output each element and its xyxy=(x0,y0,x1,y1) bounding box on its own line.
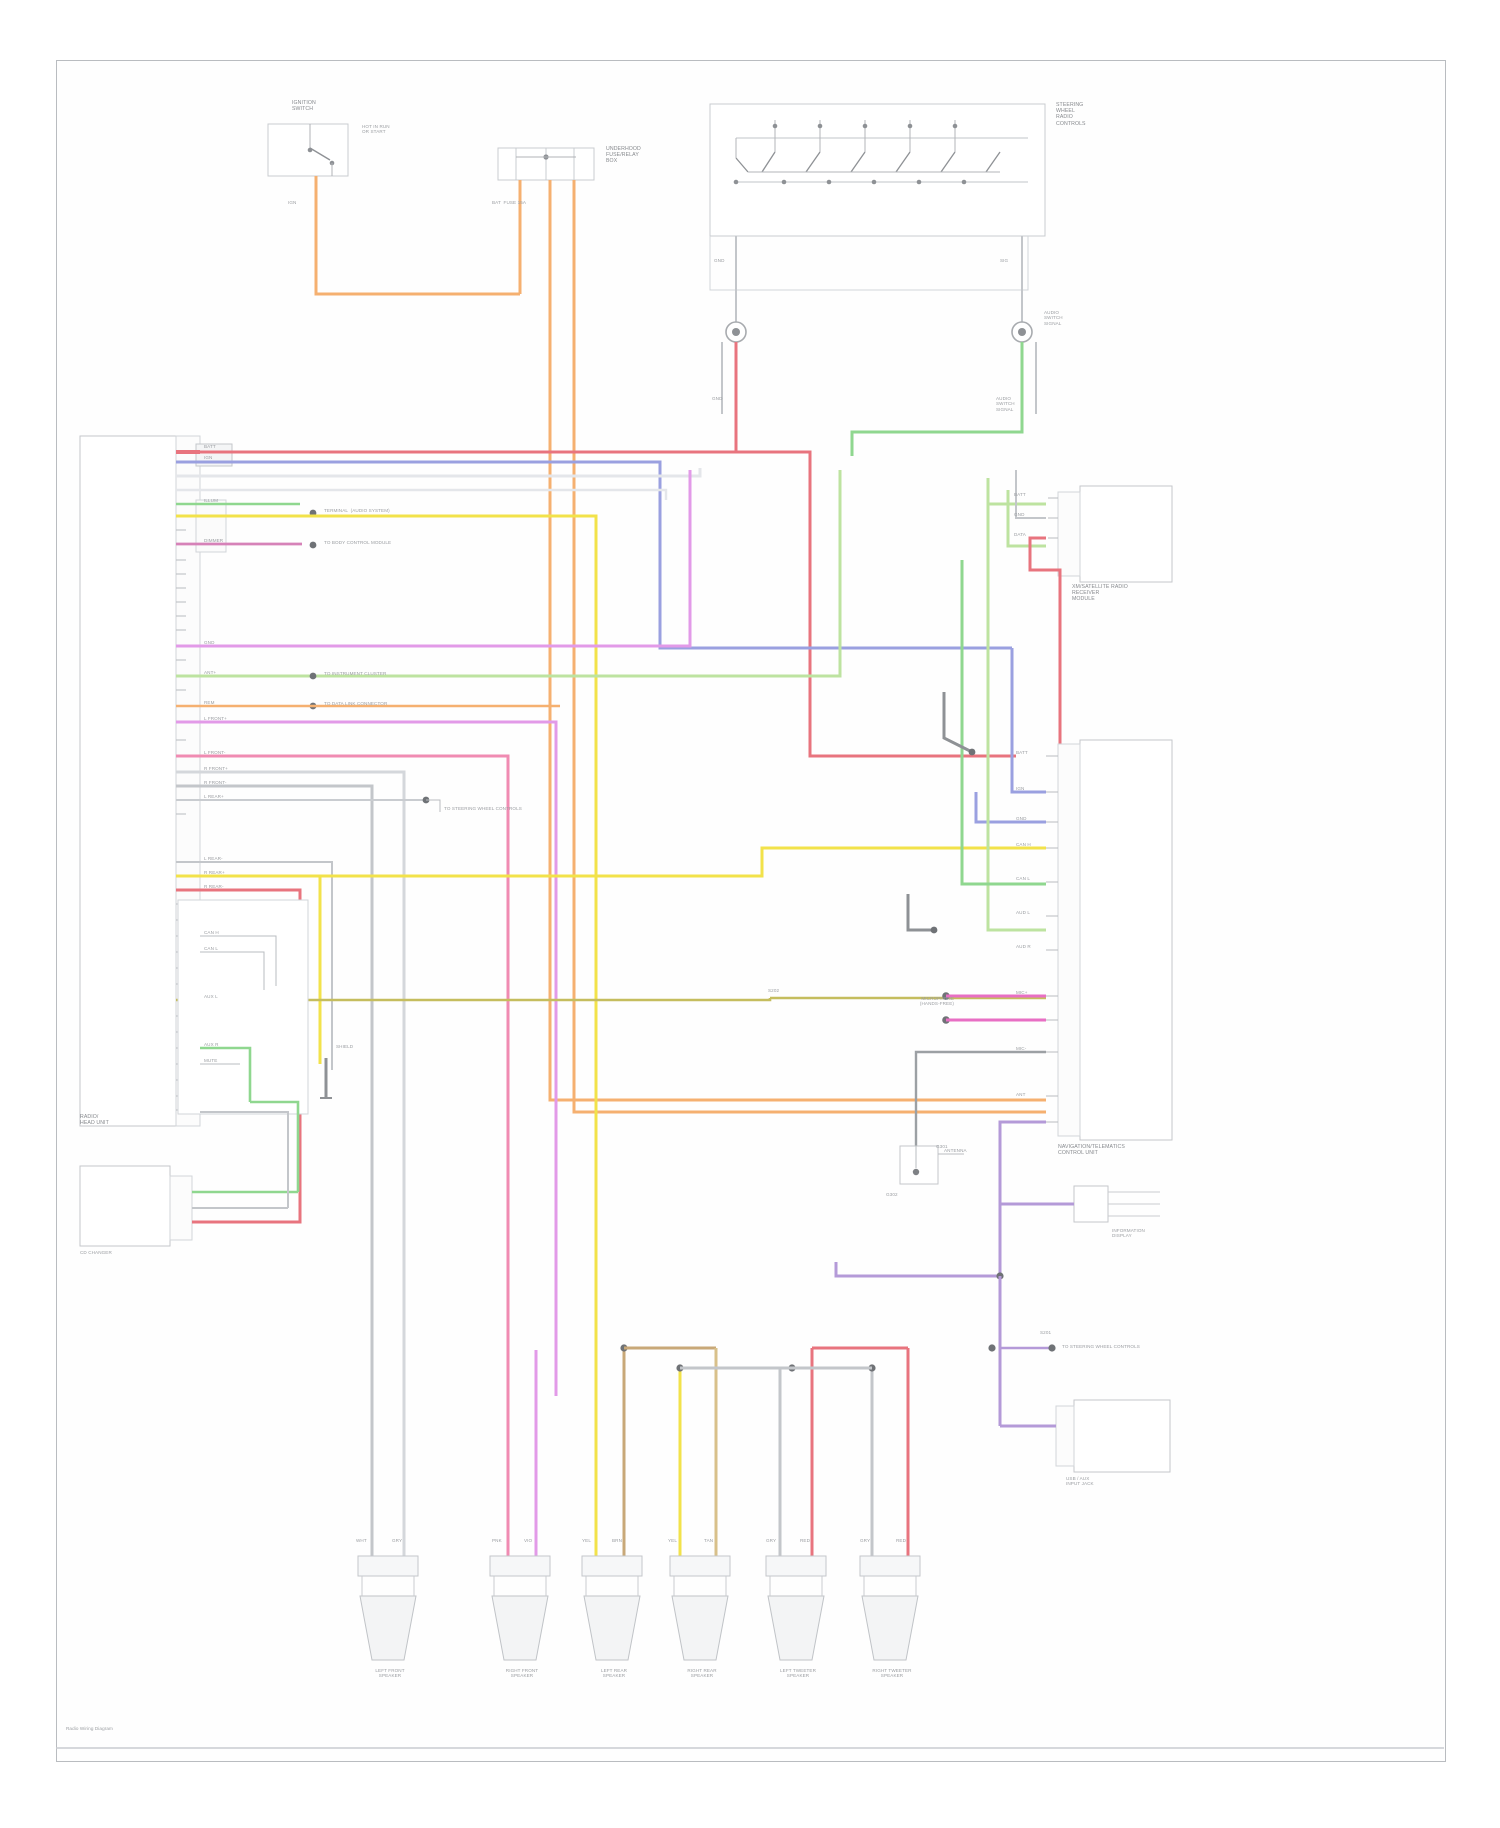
nav-pin-canl: CAN L xyxy=(1016,876,1031,881)
steering-switch-gnd-wire: GND xyxy=(712,396,723,401)
nav-pin-micn: MIC- xyxy=(1016,1046,1027,1051)
speaker-wire-label: GRY xyxy=(766,1538,777,1543)
radio-pin-lf-neg: L FRONT- xyxy=(204,750,226,755)
steering-switch-sig-wire2: AUDIO SWITCH SIGNAL xyxy=(996,396,1015,412)
speaker-label: LEFT FRONT SPEAKER xyxy=(375,1668,405,1679)
speaker-wire-label: GRY xyxy=(860,1538,871,1543)
steering-switch-sig-pin: SIG xyxy=(1000,258,1009,263)
radio-pin-auxr: AUX R xyxy=(204,1042,219,1047)
speaker-wire-label: GRY xyxy=(392,1538,403,1543)
note-splice-s201: S202 xyxy=(768,988,780,993)
radio-pin-mute: MUTE xyxy=(204,1058,218,1063)
speaker-wire-label: VIO xyxy=(524,1538,533,1543)
speaker-label: RIGHT REAR SPEAKER xyxy=(687,1668,717,1679)
radio-pin-lr-neg: L REAR- xyxy=(204,856,223,861)
radio-pin-auxl: AUX L xyxy=(204,994,218,999)
radio-pin-ign: IGN xyxy=(204,455,213,460)
diagram-footer: Radio Wiring Diagram xyxy=(66,1726,113,1731)
fuse-block-feed-label: BAT FUSE 15A xyxy=(492,200,527,205)
nav-pin-canh: CAN H xyxy=(1016,842,1031,847)
radio-pin-ant: ANT+ xyxy=(204,670,217,675)
radio-pin-rem: REM xyxy=(204,700,215,705)
note-shield: SHIELD xyxy=(336,1044,354,1049)
speaker-wire-label: WHT xyxy=(356,1538,367,1543)
steering-switch-gnd-pin: GND xyxy=(714,258,725,263)
xm-pin-data: DATA xyxy=(1014,532,1026,537)
fuse-block-label: UNDERHOOD FUSE/RELAY BOX xyxy=(606,146,641,165)
nav-pin-ign: IGN xyxy=(1016,786,1025,791)
xm-pin-gnd: GND xyxy=(1014,512,1025,517)
speaker-wire-label: TAN xyxy=(704,1538,714,1543)
speaker-wire-label: YEL xyxy=(668,1538,677,1543)
radio-pin-dimmer: DIMMER xyxy=(204,538,224,543)
note-dlc: TO DATA LINK CONNECTOR xyxy=(324,701,388,706)
xm-module-label: XM/SATELLITE RADIO RECEIVER MODULE xyxy=(1072,584,1128,603)
radio-pin-rr-pos: R REAR+ xyxy=(204,870,225,875)
steering-switch-label: STEERING WHEEL RADIO CONTROLS xyxy=(1056,102,1086,127)
xm-pin-batt: BATT xyxy=(1014,492,1026,497)
note-bcm: TO BODY CONTROL MODULE xyxy=(324,540,392,545)
radio-pin-lr-pos: L REAR+ xyxy=(204,794,224,799)
usb-port-label: USB / AUX INPUT JACK xyxy=(1066,1476,1094,1487)
antenna-label: ANTENNA xyxy=(944,1148,967,1153)
nav-pin-ant: ANT xyxy=(1016,1092,1026,1097)
radio-pin-canl: CAN L xyxy=(204,946,219,951)
display-label: INFORMATION DISPLAY xyxy=(1112,1228,1145,1239)
ignition-switch-note: HOT IN RUN OR START xyxy=(362,124,390,135)
microphone-label: MICROPHONE (HANDS-FREE) xyxy=(919,996,954,1007)
note-swc-bottom: TO STEERING WHEEL CONTROLS xyxy=(1062,1344,1140,1349)
note-ground-g301: G301 xyxy=(936,1144,948,1149)
speaker-label: RIGHT TWEETER SPEAKER xyxy=(872,1668,912,1679)
nav-pin-gnd: GND xyxy=(1016,816,1027,821)
radio-pin-batt: BATT xyxy=(204,444,216,449)
ignition-switch-label: IGNITION SWITCH xyxy=(292,100,316,113)
note-terminal-audio: TERMINAL (AUDIO SYSTEM) xyxy=(324,508,390,513)
speaker-wire-label: PNK xyxy=(492,1538,502,1543)
radio-pin-illum: ILLUM xyxy=(204,498,219,503)
speaker-wire-label: BRN xyxy=(612,1538,622,1543)
radio-pin-gnd: GND xyxy=(204,640,215,645)
nav-pin-batt: BATT xyxy=(1016,750,1028,755)
radio-pin-rf-pos: R FRONT+ xyxy=(204,766,228,771)
steering-switch-sig-wire: AUDIO SWITCH SIGNAL xyxy=(1044,310,1063,326)
radio-pin-rf-neg: R FRONT- xyxy=(204,780,227,785)
radio-pin-lf-pos: L FRONT+ xyxy=(204,716,227,721)
note-cluster: TO INSTRUMENT CLUSTER xyxy=(324,671,387,676)
nav-pin-micp: MIC+ xyxy=(1016,990,1028,995)
speaker-wire-label: RED xyxy=(800,1538,810,1543)
ignition-feed-label: IGN xyxy=(288,200,297,205)
antenna-ground-note: G302 xyxy=(886,1192,898,1197)
note-splice-s202: S201 xyxy=(1040,1330,1052,1335)
speaker-wire-label: YEL xyxy=(582,1538,591,1543)
radio-pin-rr-neg: R REAR- xyxy=(204,884,224,889)
note-swc: TO STEERING WHEEL CONTROLS xyxy=(444,806,522,811)
radio-module-label: RADIO/ HEAD UNIT xyxy=(80,1114,109,1127)
speaker-label: LEFT TWEETER SPEAKER xyxy=(780,1668,816,1679)
speaker-label: LEFT REAR SPEAKER xyxy=(600,1668,628,1679)
speaker-wire-label: RED xyxy=(896,1538,906,1543)
nav-pin-audl: AUD L xyxy=(1016,910,1031,915)
speaker-label: RIGHT FRONT SPEAKER xyxy=(505,1668,539,1679)
cd-changer-label: CD CHANGER xyxy=(80,1250,112,1255)
nav-pin-audr: AUD R xyxy=(1016,944,1031,949)
radio-pin-canh: CAN H xyxy=(204,930,219,935)
nav-module-label: NAVIGATION/TELEMATICS CONTROL UNIT xyxy=(1058,1144,1125,1157)
